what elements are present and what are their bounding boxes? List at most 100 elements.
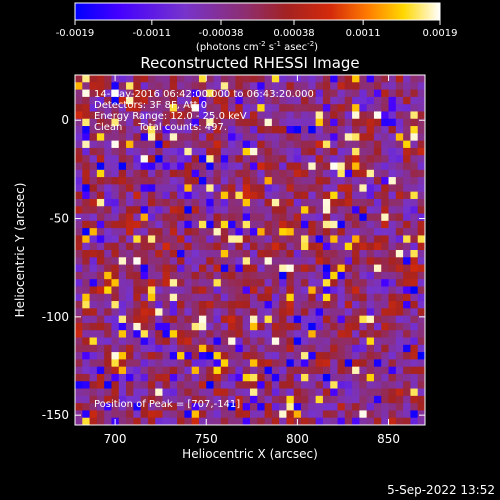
image-pixel <box>198 352 207 360</box>
colorbar: -0.0019 -0.0011 -0.00038 0.00038 0.0011 0.001… <box>56 2 458 53</box>
image-pixel <box>82 169 90 178</box>
image-pixel <box>373 155 382 163</box>
image-pixel <box>322 184 331 193</box>
image-pixel <box>373 315 382 324</box>
image-pixel <box>206 89 214 98</box>
image-pixel <box>344 315 353 324</box>
image-pixel <box>373 213 382 222</box>
image-pixel <box>155 184 163 193</box>
image-pixel <box>96 96 105 105</box>
image-pixel <box>395 352 404 360</box>
image-pixel <box>213 228 222 236</box>
image-pixel <box>96 75 105 83</box>
image-pixel <box>147 417 156 425</box>
image-pixel <box>395 403 404 411</box>
image-pixel <box>381 381 389 389</box>
image-pixel <box>403 344 411 353</box>
image-pixel <box>264 96 273 105</box>
image-pixel <box>359 118 368 127</box>
image-pixel <box>344 293 353 302</box>
image-pixel <box>417 89 425 98</box>
image-pixel <box>198 140 207 149</box>
image-pixel <box>293 169 302 178</box>
image-pixel <box>271 279 280 287</box>
image-pixel <box>140 264 149 273</box>
image-pixel <box>344 184 353 193</box>
image-pixel <box>403 257 411 265</box>
image-pixel <box>330 337 338 346</box>
image-pixel <box>250 286 258 295</box>
image-pixel <box>388 242 397 251</box>
image-pixel <box>169 322 178 331</box>
image-pixel <box>140 155 149 163</box>
image-pixel <box>337 118 346 127</box>
image-pixel <box>315 104 324 112</box>
image-pixel <box>403 417 411 425</box>
image-pixel <box>177 373 185 382</box>
image-pixel <box>133 96 142 105</box>
image-pixel <box>373 184 382 193</box>
image-pixel <box>279 264 287 273</box>
image-pixel <box>308 184 317 193</box>
image-pixel <box>133 228 142 236</box>
image-pixel <box>286 162 295 171</box>
image-pixel <box>344 228 353 236</box>
image-pixel <box>395 381 404 389</box>
image-pixel <box>337 111 346 120</box>
image-pixel <box>388 82 397 90</box>
image-pixel <box>322 395 331 404</box>
image-pixel <box>330 264 338 273</box>
image-pixel <box>213 315 222 324</box>
image-pixel <box>271 228 280 236</box>
image-pixel <box>301 395 309 404</box>
image-pixel <box>118 286 127 295</box>
image-pixel <box>228 191 236 200</box>
image-pixel <box>118 118 127 127</box>
image-pixel <box>147 169 156 178</box>
image-pixel <box>118 147 127 156</box>
image-pixel <box>344 381 353 389</box>
image-pixel <box>373 75 382 83</box>
image-pixel <box>118 344 127 353</box>
image-pixel <box>395 177 404 185</box>
plot-frame <box>74 74 426 426</box>
image-pixel <box>162 162 171 171</box>
image-pixel <box>162 279 171 287</box>
image-pixel <box>286 235 295 244</box>
image-pixel <box>140 89 149 98</box>
image-pixel <box>89 118 98 127</box>
image-pixel <box>417 133 425 142</box>
image-pixel <box>301 271 309 280</box>
image-pixel <box>250 126 258 134</box>
image-pixel <box>147 191 156 200</box>
image-pixel <box>293 395 302 404</box>
image-pixel <box>118 301 127 309</box>
image-pixel <box>96 118 105 127</box>
image-pixel <box>89 169 98 178</box>
image-pixel <box>126 264 134 273</box>
image-pixel <box>126 220 134 229</box>
image-pixel <box>75 366 83 375</box>
image-pixel <box>96 228 105 236</box>
image-pixel <box>264 330 273 338</box>
image-pixel <box>315 177 324 185</box>
image-pixel <box>293 82 302 90</box>
image-pixel <box>366 235 375 244</box>
image-pixel <box>344 82 353 90</box>
image-pixel <box>366 373 375 382</box>
image-pixel <box>337 191 346 200</box>
image-pixel <box>140 410 149 419</box>
image-pixel <box>337 250 346 258</box>
image-pixel <box>352 184 360 193</box>
image-pixel <box>169 82 178 90</box>
image-pixel <box>337 177 346 185</box>
image-pixel <box>162 89 171 98</box>
image-pixel <box>82 140 90 149</box>
image-pixel <box>308 388 317 397</box>
image-pixel <box>155 206 163 214</box>
y-axis-label: Heliocentric Y (arcsec) <box>13 183 27 318</box>
image-pixel <box>330 417 338 425</box>
image-pixel <box>206 75 214 83</box>
image-pixel <box>206 395 214 404</box>
image-pixel <box>366 184 375 193</box>
